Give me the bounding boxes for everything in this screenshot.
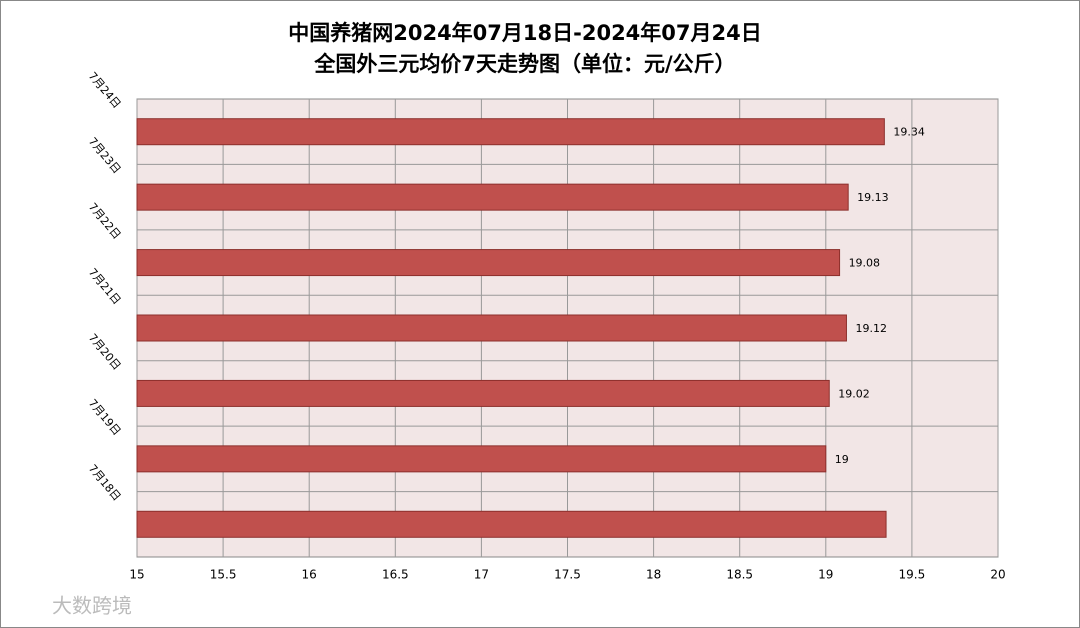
x-tick-label: 16	[302, 568, 317, 582]
bar	[136, 183, 849, 211]
bar	[136, 314, 847, 342]
x-tick-label: 17.5	[554, 568, 581, 582]
bar	[136, 118, 885, 146]
x-tick-label: 19	[818, 568, 833, 582]
x-tick-label: 15.5	[210, 568, 237, 582]
value-label: 19.12	[855, 322, 887, 335]
value-label: 19.13	[857, 191, 889, 204]
value-label: 19	[835, 453, 849, 466]
x-tick-label: 17	[474, 568, 489, 582]
chart-title: 全国外三元均价7天走势图（单位：元/公斤）	[313, 52, 735, 76]
bar	[136, 445, 827, 473]
x-tick-label: 16.5	[382, 568, 409, 582]
bar	[136, 379, 830, 407]
x-tick-label: 20	[990, 568, 1005, 582]
x-tick-label: 18	[646, 568, 661, 582]
value-label: 19.02	[838, 387, 870, 400]
chart-title: 中国养猪网2024年07月18日-2024年07月24日	[288, 21, 762, 45]
bar	[136, 249, 841, 277]
bar	[136, 510, 887, 538]
value-label: 19.08	[849, 257, 881, 270]
x-tick-label: 15	[129, 568, 144, 582]
watermark: 大数跨境	[52, 594, 132, 618]
x-tick-label: 18.5	[726, 568, 753, 582]
x-tick-label: 19.5	[899, 568, 926, 582]
value-label: 19.34	[893, 126, 925, 139]
